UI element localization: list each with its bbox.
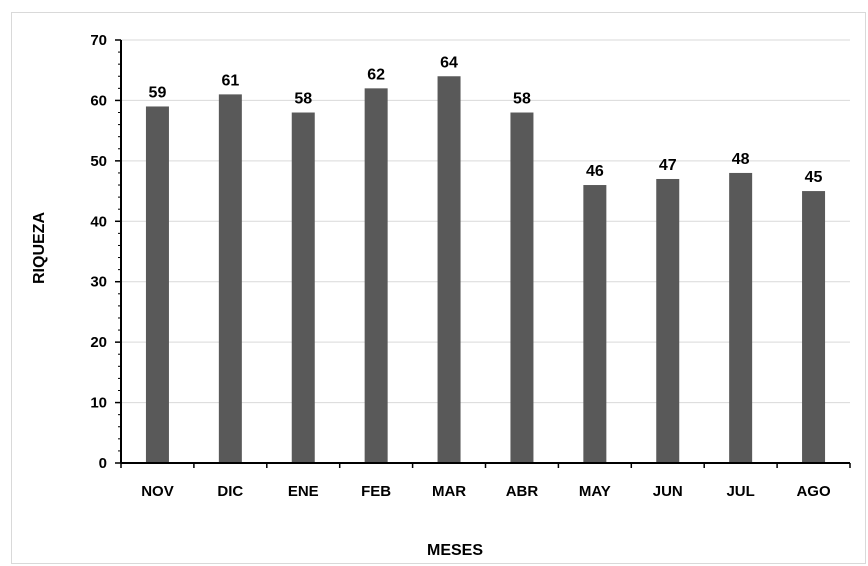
data-label-JUL: 48	[732, 151, 750, 168]
y-tick-label-60: 60	[90, 92, 107, 109]
x-tick-label-MAR: MAR	[432, 483, 466, 500]
y-tick-label-70: 70	[90, 32, 107, 49]
y-tick-label-0: 0	[99, 455, 107, 472]
bar-JUN	[656, 178, 680, 463]
y-tick-label-20: 20	[90, 334, 107, 351]
bars	[145, 76, 826, 464]
bar-JUL	[729, 172, 753, 463]
data-label-DIC: 61	[221, 72, 239, 89]
x-tick-label-DIC: DIC	[217, 483, 243, 500]
data-label-ABR: 58	[513, 91, 531, 108]
x-tick-label-ENE: ENE	[288, 483, 319, 500]
data-label-MAR: 64	[440, 54, 458, 71]
bar-MAR	[437, 76, 461, 463]
y-tick-label-10: 10	[90, 395, 107, 412]
bar-ENE	[291, 112, 315, 463]
bar-ABR	[510, 112, 534, 463]
x-tick-label-FEB: FEB	[361, 483, 391, 500]
x-tick-label-AGO: AGO	[796, 483, 831, 500]
data-label-JUN: 47	[659, 157, 677, 174]
y-tick-label-30: 30	[90, 274, 107, 291]
labels: 0 10 20 30 40 50 60 70 59 NOV 61 DIC 58 ENE 62 FEB 64 MAR…	[90, 32, 831, 500]
bar-NOV	[145, 106, 169, 463]
data-label-MAY: 46	[586, 163, 604, 180]
axes	[115, 39, 851, 468]
x-tick-label-JUL: JUL	[726, 483, 754, 500]
x-tick-label-MAY: MAY	[579, 483, 611, 500]
data-label-AGO: 45	[805, 169, 823, 186]
x-tick-label-ABR: ABR	[506, 483, 539, 500]
bar-MAY	[583, 185, 607, 463]
y-tick-label-40: 40	[90, 213, 107, 230]
data-label-FEB: 62	[367, 66, 385, 83]
y-tick-label-50: 50	[90, 153, 107, 170]
data-label-ENE: 58	[294, 91, 312, 108]
x-tick-label-NOV: NOV	[141, 483, 174, 500]
bar-DIC	[218, 94, 242, 463]
gridlines	[121, 39, 850, 404]
bar-FEB	[364, 88, 388, 463]
bar-AGO	[802, 191, 826, 464]
y-axis-title: RIQUEZA	[31, 212, 48, 284]
x-axis-title: MESES	[427, 542, 483, 559]
data-label-NOV: 59	[149, 84, 167, 101]
x-tick-label-JUN: JUN	[653, 483, 683, 500]
